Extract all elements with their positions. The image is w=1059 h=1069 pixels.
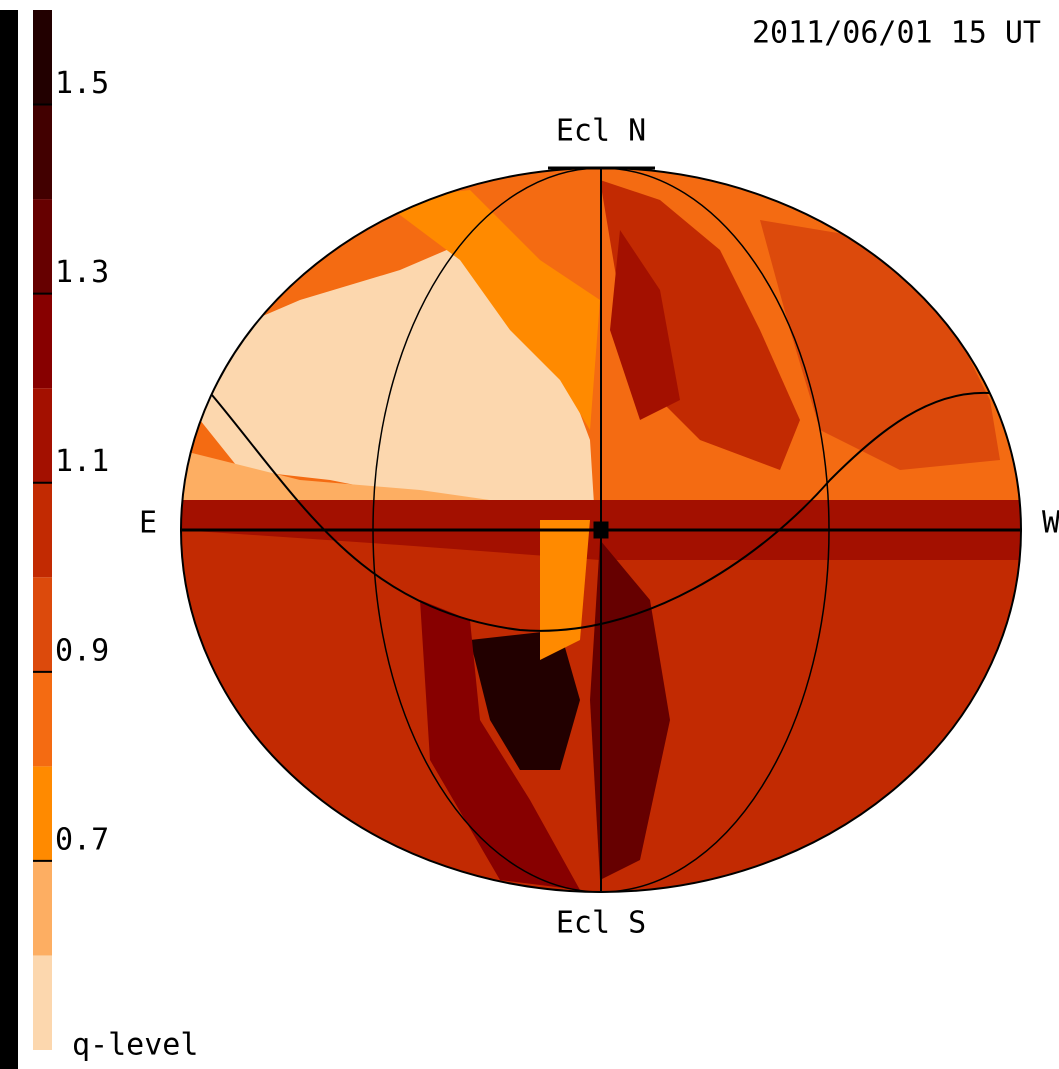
color-band [33,294,52,389]
color-band [33,955,52,1050]
color-band [33,388,52,483]
color-band [33,105,52,200]
tick-label: 0.9 [55,633,109,668]
tick-label: 1.1 [55,444,109,479]
west-label: W [1042,506,1059,541]
left-strip [0,10,18,1069]
chart: 0.7 0.9 1.1 1.3 1.5 q-level 2011/06/01 15 UT Ec… [0,0,1059,1069]
tick-label: 0.7 [55,822,109,857]
color-band [33,10,52,105]
east-label: E [139,506,157,541]
color-band [33,577,52,672]
color-band [33,861,52,956]
north-label: Ecl N [556,114,646,149]
title: 2011/06/01 15 UT [752,16,1041,51]
color-band [33,766,52,861]
south-label: Ecl S [556,906,646,941]
colorbar-label: q-level [72,1028,198,1063]
tick-label: 1.5 [55,66,109,101]
color-band [33,199,52,294]
color-band [33,672,52,767]
color-band [33,483,52,578]
tick-label: 1.3 [55,255,109,290]
page: 0.7 0.9 1.1 1.3 1.5 q-level 2011/06/01 15 UT Ec… [0,0,1059,1069]
